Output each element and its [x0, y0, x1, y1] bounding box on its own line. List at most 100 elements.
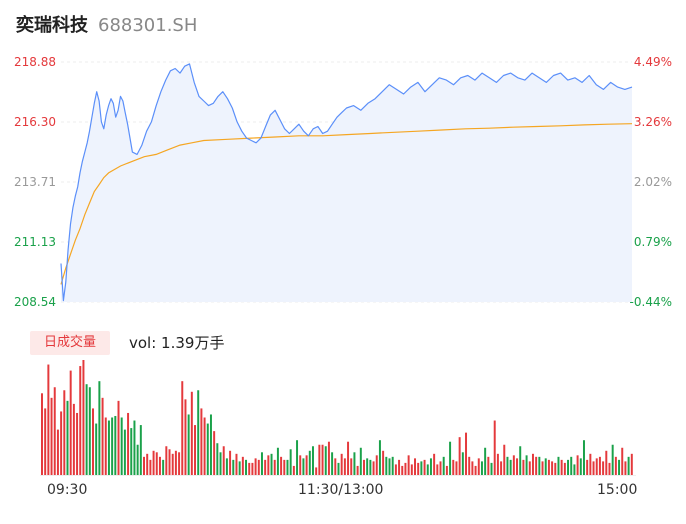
- volume-bar: [567, 459, 570, 475]
- volume-bar: [347, 441, 350, 475]
- volume-bar: [442, 456, 445, 475]
- volume-bar: [563, 462, 566, 475]
- volume-bar: [455, 461, 458, 475]
- volume-bar: [66, 400, 69, 475]
- y-tick-right: -0.44%: [629, 295, 672, 309]
- x-tick: 09:30: [47, 482, 88, 498]
- volume-bar: [595, 458, 598, 475]
- volume-bar: [359, 447, 362, 475]
- volume-bar: [522, 459, 525, 475]
- volume-bar: [120, 417, 123, 475]
- volume-bar: [477, 458, 480, 475]
- volume-bar: [356, 465, 359, 475]
- volume-bar: [509, 459, 512, 475]
- volume-bar: [331, 452, 334, 475]
- volume-bar: [423, 459, 426, 475]
- volume-bar: [506, 456, 509, 475]
- volume-bar: [366, 458, 369, 475]
- stock-name: 奕瑞科技: [16, 15, 88, 36]
- volume-bar: [551, 461, 554, 475]
- volume-bar: [174, 450, 177, 475]
- volume-bar: [270, 453, 273, 475]
- volume-bar: [104, 417, 107, 475]
- volume-bar: [248, 462, 251, 475]
- volume-bar: [232, 459, 235, 475]
- volume-bar: [490, 462, 493, 475]
- volume-bar: [178, 452, 181, 475]
- volume-bar: [458, 437, 461, 475]
- volume-bar: [445, 465, 448, 475]
- volume-bar: [353, 452, 356, 475]
- volume-bar: [149, 459, 152, 475]
- volume-bar: [579, 458, 582, 475]
- stock-code: 688301.SH: [98, 15, 198, 36]
- volume-bar: [216, 443, 219, 475]
- y-tick-right: 0.79%: [633, 235, 672, 249]
- volume-bar: [219, 452, 222, 475]
- volume-bar: [101, 397, 104, 475]
- volume-bar: [308, 450, 311, 475]
- volume-bar: [372, 461, 375, 475]
- volume-bar: [496, 453, 499, 475]
- volume-bar: [436, 464, 439, 475]
- volume-bar: [146, 453, 149, 475]
- volume-bar: [503, 444, 506, 475]
- volume-bar: [165, 446, 168, 475]
- volume-bar: [60, 411, 63, 475]
- volume-bar: [158, 456, 161, 475]
- volume-bar: [171, 453, 174, 475]
- volume-bar: [292, 465, 295, 475]
- volume-bar: [267, 455, 270, 475]
- volume-bar: [235, 453, 238, 475]
- volume-bar: [209, 414, 212, 475]
- volume-bar: [273, 459, 276, 475]
- volume-bar: [493, 420, 496, 475]
- volume-bar: [257, 459, 260, 475]
- volume-bar: [107, 420, 110, 475]
- volume-bar: [76, 412, 79, 475]
- volume-bar: [63, 390, 66, 475]
- volume-bar: [155, 452, 158, 475]
- volume-bar: [162, 459, 165, 475]
- volume-bar: [452, 459, 455, 475]
- volume-bar: [407, 455, 410, 475]
- volume-bar: [143, 456, 145, 475]
- volume-bar: [557, 456, 560, 475]
- volume-bar: [535, 456, 538, 475]
- volume-bar: [378, 440, 381, 475]
- volume-bar: [516, 458, 519, 475]
- volume-bar: [168, 449, 171, 475]
- volume-bar: [56, 429, 59, 475]
- volume-bar: [82, 360, 85, 475]
- volume-bar: [487, 456, 490, 475]
- volume-bar: [238, 461, 241, 475]
- volume-bar: [264, 459, 267, 475]
- volume-bar: [117, 400, 120, 475]
- volume-bar: [44, 408, 47, 475]
- x-tick: 15:00: [597, 482, 638, 498]
- volume-bar: [598, 456, 601, 475]
- volume-bar: [394, 464, 397, 475]
- volume-bar: [375, 455, 378, 475]
- volume-bar: [283, 459, 286, 475]
- volume-bar: [500, 461, 503, 475]
- volume-bar: [187, 414, 190, 475]
- volume-bar: [614, 456, 617, 475]
- volume-bar: [337, 462, 340, 475]
- volume-bar: [420, 461, 423, 475]
- volume-bar: [401, 465, 404, 475]
- volume-bar: [573, 464, 576, 475]
- volume-label: vol: 1.39万手: [129, 334, 225, 352]
- volume-bar: [369, 459, 372, 475]
- volume-bar: [627, 456, 630, 475]
- volume-bar: [111, 417, 114, 475]
- volume-bar: [200, 408, 203, 475]
- volume-plot-area: [40, 360, 636, 476]
- volume-bar: [305, 455, 308, 475]
- volume-bar: [592, 461, 595, 475]
- volume-bar: [47, 364, 50, 475]
- volume-bar: [602, 461, 605, 475]
- y-tick-right: 4.49%: [633, 55, 672, 69]
- volume-bar: [136, 444, 139, 475]
- volume-bar: [324, 446, 327, 475]
